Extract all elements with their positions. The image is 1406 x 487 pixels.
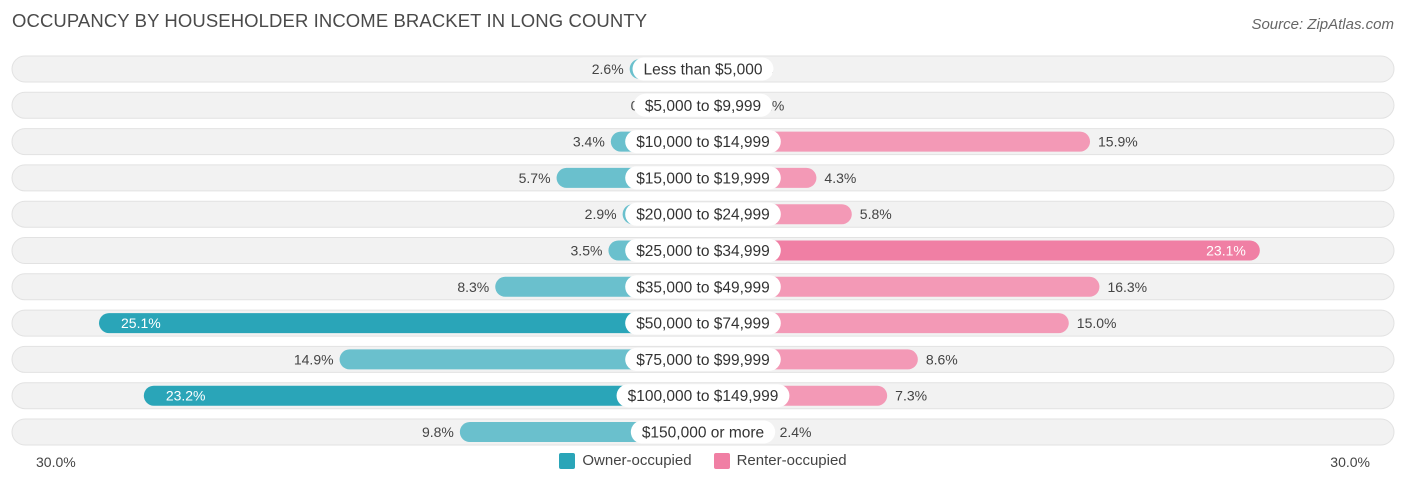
category-label: $15,000 to $19,999 (636, 170, 770, 187)
source-credit: Source: ZipAtlas.com (1251, 16, 1394, 33)
legend-item-renter[interactable]: Renter-occupied (713, 452, 847, 469)
legend-label-renter: Renter-occupied (736, 452, 847, 469)
chart-title: OCCUPANCY BY HOUSEHOLDER INCOME BRACKET … (12, 10, 648, 31)
bar-renter[interactable] (703, 276, 1100, 297)
axis-right-label: 30.0% (1330, 454, 1370, 470)
category-pill (625, 275, 781, 299)
bar-renter[interactable] (703, 313, 1069, 334)
axis-left-label: 30.0% (36, 454, 76, 470)
value-label-owner: 9.8% (422, 424, 454, 440)
category-pill (625, 202, 781, 226)
category-label: $100,000 to $149,999 (628, 388, 779, 405)
value-label-owner: 25.1% (121, 315, 161, 331)
value-label-renter: 16.3% (1107, 279, 1147, 295)
value-label-renter: 8.6% (926, 351, 958, 367)
category-label: $25,000 to $34,999 (636, 243, 770, 260)
value-label-owner: 3.4% (573, 134, 605, 150)
bar-owner[interactable] (143, 385, 703, 406)
value-label-owner: 23.2% (166, 388, 206, 404)
legend-swatch-renter (713, 452, 730, 469)
category-pill (625, 239, 781, 262)
category-pill (625, 166, 781, 190)
legend-item-owner[interactable]: Owner-occupied (559, 452, 692, 469)
value-label-renter: 15.9% (1098, 134, 1138, 150)
value-label-owner: 3.5% (571, 243, 603, 259)
category-pill (633, 93, 773, 117)
category-label: Less than $5,000 (644, 62, 763, 79)
bar-renter[interactable] (703, 240, 1260, 261)
legend-swatch-owner (559, 452, 576, 469)
bar-owner[interactable] (339, 349, 703, 370)
category-pill (616, 384, 790, 408)
value-label-owner: 2.6% (592, 61, 624, 77)
category-pill (630, 420, 776, 444)
value-label-renter: 2.4% (780, 424, 812, 440)
category-label: $35,000 to $49,999 (636, 279, 770, 296)
legend-label-owner: Owner-occupied (582, 452, 692, 469)
category-label: $150,000 or more (642, 425, 764, 442)
category-pill (625, 311, 781, 335)
category-pill (625, 347, 781, 371)
value-label-renter: 7.3% (895, 388, 927, 404)
value-label-owner: 2.9% (585, 206, 617, 222)
value-label-renter: 4.3% (824, 170, 856, 186)
category-label: $75,000 to $99,999 (636, 352, 770, 369)
category-label: $50,000 to $74,999 (636, 316, 770, 333)
bar-renter[interactable] (703, 131, 1091, 152)
value-label-renter: 23.1% (1206, 243, 1246, 259)
value-label-owner: 5.7% (519, 170, 551, 186)
category-label: $5,000 to $9,999 (645, 98, 761, 115)
value-label-renter: 5.8% (860, 206, 892, 222)
category-pill (632, 57, 774, 81)
bar-owner[interactable] (99, 313, 703, 334)
legend: Owner-occupied Renter-occupied (0, 452, 1406, 469)
category-pill (625, 130, 781, 154)
category-label: $10,000 to $14,999 (636, 134, 770, 151)
value-label-renter: 15.0% (1077, 315, 1117, 331)
category-label: $20,000 to $24,999 (636, 207, 770, 224)
value-label-owner: 14.9% (294, 351, 334, 367)
value-label-owner: 8.3% (457, 279, 489, 295)
